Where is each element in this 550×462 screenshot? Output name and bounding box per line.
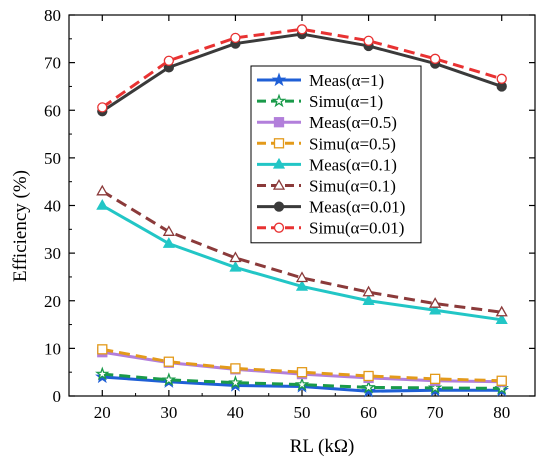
data-point [362, 294, 375, 306]
legend-marker [271, 93, 287, 108]
data-point [496, 375, 507, 386]
legend-label: Meas(α=0.1) [309, 155, 397, 174]
x-tick-label: 60 [360, 403, 377, 422]
series-layer [95, 24, 509, 398]
data-point [429, 297, 442, 308]
x-tick-label: 30 [160, 403, 177, 422]
legend-label: Meas(α=0.01) [309, 198, 405, 217]
data-point [229, 251, 242, 263]
legend-marker [273, 201, 285, 212]
data-point [429, 373, 441, 385]
x-tick-label: 80 [493, 403, 510, 422]
data-point [363, 35, 374, 46]
legend-label: Simu(α=1) [309, 92, 383, 111]
x-tick-label: 20 [94, 403, 111, 422]
y-tick-label: 10 [44, 339, 61, 358]
data-point [361, 379, 376, 394]
data-point [162, 237, 175, 248]
y-axis-label: Efficiency (%) [10, 170, 31, 282]
legend-label: Meas(α=1) [309, 71, 384, 90]
legend-item: Simu(α=0.1) [257, 177, 396, 196]
data-point [495, 313, 508, 325]
data-point [429, 53, 441, 64]
legend-marker [273, 138, 285, 149]
data-point [229, 260, 242, 272]
data-point [296, 367, 308, 378]
y-tick-label: 50 [44, 149, 61, 168]
data-point [294, 376, 310, 391]
legend-item: Meas(α=1) [257, 71, 384, 90]
y-tick-label: 80 [44, 6, 61, 25]
series-8 [97, 24, 507, 113]
data-point [97, 102, 108, 113]
data-point [361, 383, 376, 398]
legend-label: Meas(α=0.5) [309, 113, 397, 132]
data-point [363, 370, 374, 382]
data-point [161, 372, 177, 386]
y-tick-label: 70 [44, 54, 61, 73]
y-tick-label: 30 [44, 244, 61, 263]
legend-item: Meas(α=0.01) [257, 198, 405, 217]
x-tick-label: 40 [227, 403, 244, 422]
legend-label: Simu(α=0.5) [309, 134, 396, 153]
series-6 [96, 184, 508, 317]
y-tick-label: 40 [44, 197, 61, 216]
legend-label: Simu(α=0.1) [309, 177, 396, 196]
data-point [295, 279, 309, 291]
data-point [362, 285, 375, 297]
data-point [295, 271, 309, 283]
legend-marker [272, 179, 286, 190]
legend-marker [273, 117, 285, 128]
data-point [230, 363, 241, 374]
y-tick-label: 0 [53, 387, 62, 406]
legend-item: Simu(α=1) [257, 92, 383, 111]
data-point [95, 366, 110, 381]
x-tick-label: 70 [427, 403, 444, 422]
x-axis-label: RL (kΩ) [290, 436, 355, 457]
x-tick-label: 50 [294, 403, 311, 422]
plot-axes: 20 30 40 50 60 70 80 0 10 20 30 40 50 60 70 80 [44, 6, 536, 422]
legend-item: Meas(α=0.1) [257, 155, 397, 174]
data-point [96, 199, 109, 210]
legend-marker [273, 222, 285, 233]
series-5 [96, 199, 508, 325]
data-point [162, 225, 175, 236]
data-point [96, 184, 109, 196]
legend-item: Simu(α=0.01) [257, 219, 404, 238]
data-point [163, 356, 175, 367]
data-point [496, 73, 507, 84]
legend-marker [271, 72, 287, 87]
data-point [163, 55, 175, 66]
legend: Meas(α=1) Simu(α=1) Meas(α=0.5) Simu(α=0.5)… [250, 65, 422, 244]
data-point [228, 375, 243, 389]
legend-item: Meas(α=0.5) [257, 113, 397, 132]
y-tick-label: 20 [44, 292, 61, 311]
legend-item: Simu(α=0.5) [257, 134, 396, 153]
data-point [429, 303, 442, 315]
data-point [97, 344, 108, 355]
data-point [296, 24, 308, 35]
data-point [427, 380, 443, 395]
legend-label: Simu(α=0.01) [309, 219, 404, 238]
data-point [230, 32, 241, 44]
data-point [495, 305, 508, 317]
legend-marker [272, 157, 286, 169]
series-4 [97, 344, 507, 386]
y-tick-label: 60 [44, 101, 61, 120]
